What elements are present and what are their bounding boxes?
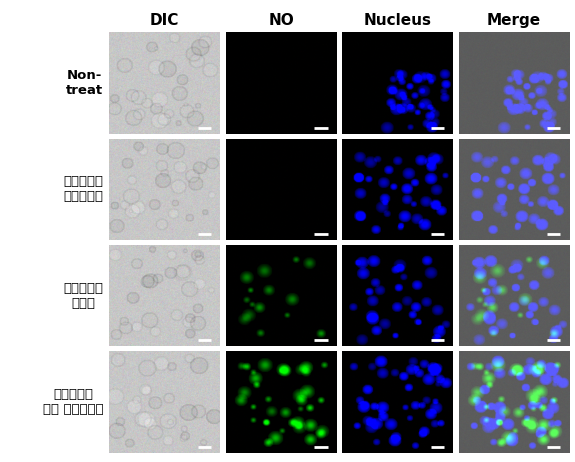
Text: NO: NO (268, 13, 294, 28)
Text: Non-
treat: Non- treat (66, 69, 104, 97)
Text: 일산화질소
전달 나노구조체: 일산화질소 전달 나노구조체 (43, 388, 104, 416)
Text: Merge: Merge (487, 13, 541, 28)
Text: Nucleus: Nucleus (363, 13, 431, 28)
Text: 고분자화된
페닐보론산: 고분자화된 페닐보론산 (63, 176, 104, 203)
Text: 일산화질소
공여체: 일산화질소 공여체 (63, 282, 104, 310)
Text: DIC: DIC (150, 13, 179, 28)
